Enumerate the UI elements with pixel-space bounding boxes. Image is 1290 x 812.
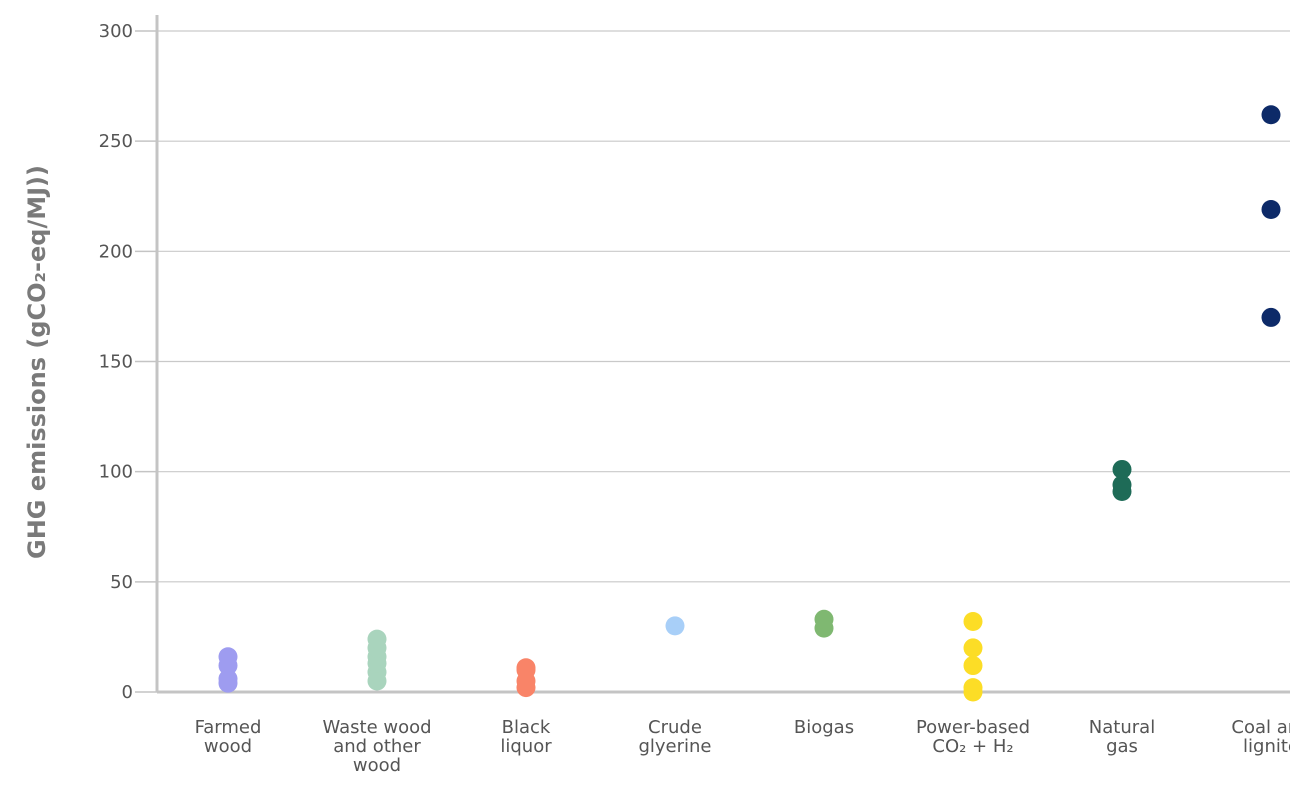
category-label: Coal and (1231, 717, 1290, 738)
data-point (218, 647, 238, 667)
y-tick-labels: 0 50 100 150 200 250 300 (99, 21, 133, 703)
category-label: and other (333, 736, 421, 757)
y-tick-label: 0 (122, 682, 133, 703)
data-point (665, 616, 685, 636)
gridlines (135, 30, 1290, 693)
data-point (963, 678, 983, 698)
data-point (1261, 307, 1281, 327)
category-label: Biogas (794, 717, 854, 738)
data-point (963, 656, 983, 676)
category-label: Waste wood (322, 717, 431, 738)
category-label: wood (204, 736, 252, 757)
data-point (516, 658, 536, 678)
category-label: Farmed (195, 717, 262, 738)
y-tick-label: 100 (99, 462, 133, 483)
data-point (963, 638, 983, 658)
y-tick-label: 200 (99, 241, 133, 262)
data-point (367, 629, 387, 649)
data-point (1112, 459, 1132, 479)
y-tick-label: 150 (99, 352, 133, 373)
y-tick-label: 250 (99, 131, 133, 152)
category-label: Black (502, 717, 551, 738)
category-label: Natural (1089, 717, 1155, 738)
data-point (1261, 105, 1281, 125)
data-points (218, 105, 1281, 702)
y-tick-label: 50 (110, 572, 133, 593)
category-label: liquor (500, 736, 552, 757)
category-label: Power-based (916, 717, 1030, 738)
category-label: Crude (648, 717, 702, 738)
data-point (218, 669, 238, 689)
category-label: glyerine (638, 736, 711, 757)
category-label: CO₂ + H₂ (932, 736, 1013, 757)
category-label: lignite (1243, 736, 1290, 757)
axes (155, 15, 1290, 694)
data-point (1112, 475, 1132, 495)
data-point (1261, 199, 1281, 219)
category-label: wood (353, 755, 401, 776)
data-point (963, 611, 983, 631)
y-tick-label: 300 (99, 21, 133, 42)
y-axis-title: GHG emissions (gCO₂-eq/MJ)) (23, 165, 51, 559)
category-label: gas (1106, 736, 1138, 757)
data-point (814, 609, 834, 629)
